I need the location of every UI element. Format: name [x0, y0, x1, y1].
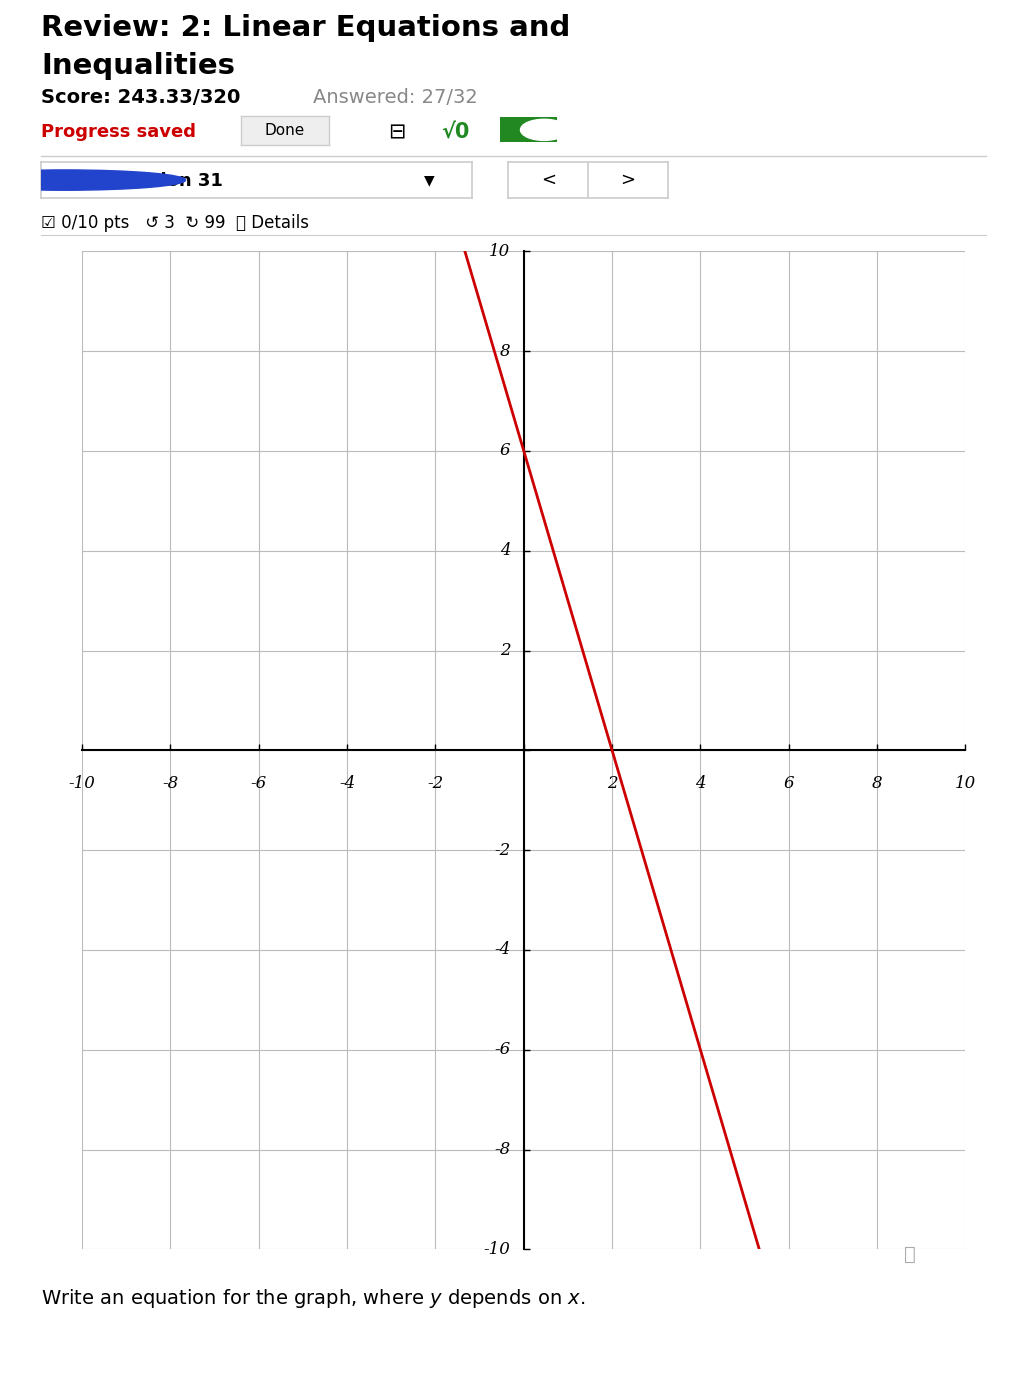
Text: -10: -10: [69, 775, 96, 793]
Text: -4: -4: [339, 775, 355, 793]
Text: 2: 2: [500, 642, 510, 659]
Text: ⊟: ⊟: [388, 123, 406, 142]
Text: <: <: [540, 172, 556, 188]
Text: Score: 243.33/320: Score: 243.33/320: [41, 88, 240, 107]
Text: 🔍: 🔍: [904, 1245, 915, 1265]
Text: 2: 2: [607, 775, 617, 793]
Text: √0: √0: [442, 123, 470, 142]
Text: -8: -8: [162, 775, 179, 793]
Text: 6: 6: [784, 775, 794, 793]
Text: 4: 4: [500, 542, 510, 560]
Text: -2: -2: [494, 842, 510, 859]
Text: 8: 8: [872, 775, 882, 793]
Text: 10: 10: [489, 243, 510, 260]
Circle shape: [521, 119, 568, 141]
Text: 6: 6: [500, 443, 510, 459]
Text: 8: 8: [500, 342, 510, 360]
Text: -4: -4: [494, 941, 510, 959]
Text: -6: -6: [251, 775, 267, 793]
Text: Inequalities: Inequalities: [41, 52, 235, 80]
Text: -2: -2: [427, 775, 444, 793]
Text: -10: -10: [484, 1241, 510, 1258]
Text: >: >: [620, 172, 636, 188]
Text: Answered: 27/32: Answered: 27/32: [313, 88, 478, 107]
Text: Review: 2: Linear Equations and: Review: 2: Linear Equations and: [41, 14, 570, 42]
Text: -8: -8: [494, 1141, 510, 1159]
Text: Progress saved: Progress saved: [41, 123, 196, 141]
Text: Question 31: Question 31: [102, 172, 223, 188]
Text: ▼: ▼: [424, 173, 434, 187]
Text: ☑ 0/10 pts   ↺ 3  ↻ 99  ⓘ Details: ☑ 0/10 pts ↺ 3 ↻ 99 ⓘ Details: [41, 214, 309, 232]
Text: 4: 4: [695, 775, 706, 793]
Text: -6: -6: [494, 1041, 510, 1058]
Text: Write an equation for the graph, where $y$ depends on $x$.: Write an equation for the graph, where $…: [41, 1287, 585, 1309]
Text: Done: Done: [265, 123, 305, 138]
Circle shape: [0, 170, 186, 190]
Text: 10: 10: [955, 775, 976, 793]
